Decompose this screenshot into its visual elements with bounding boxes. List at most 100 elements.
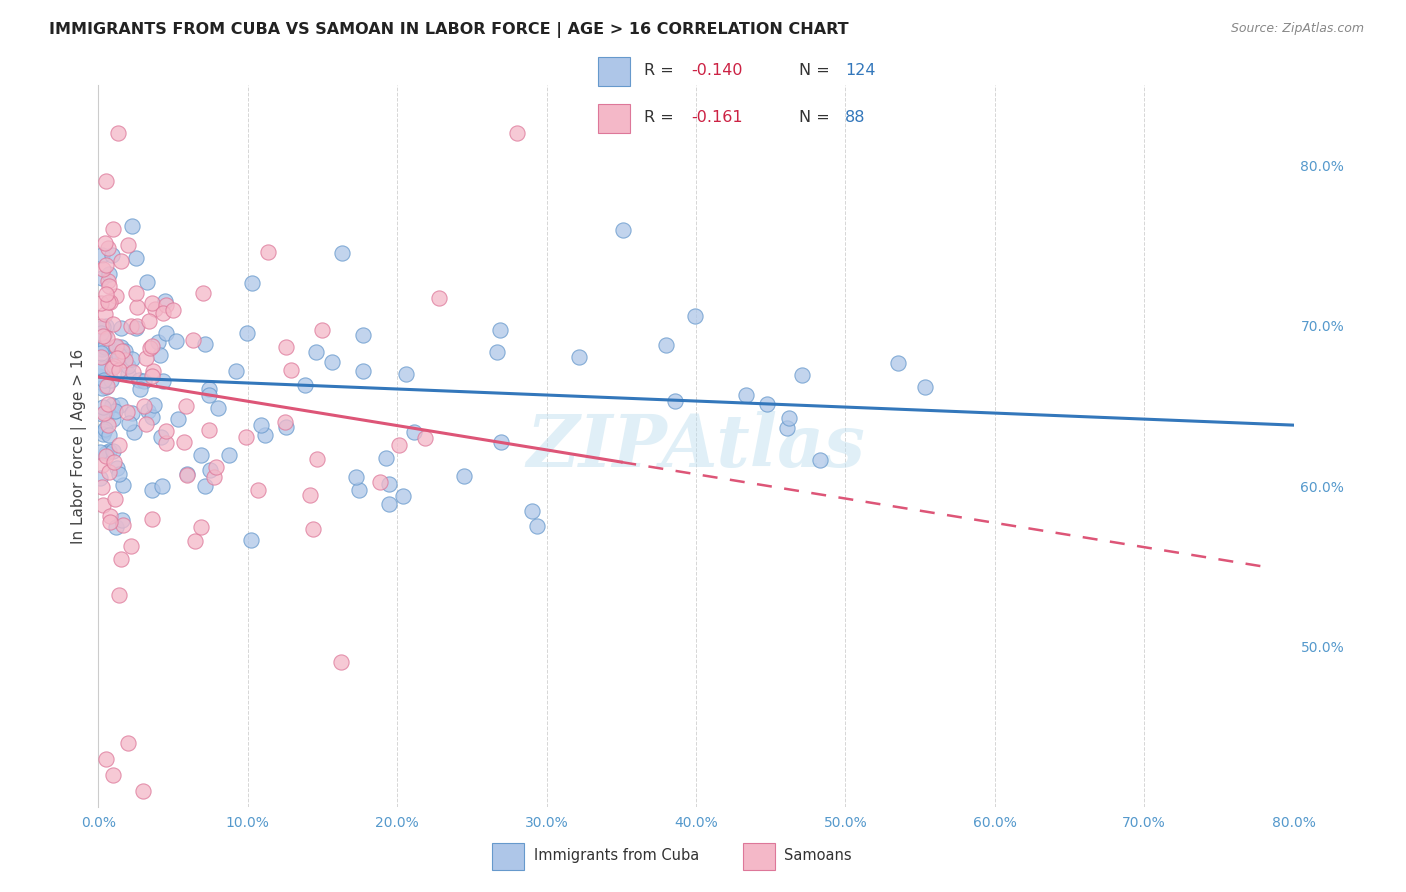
Point xyxy=(100,248,122,262)
Point xyxy=(90,346,112,360)
Point xyxy=(93,373,115,387)
Point xyxy=(225,364,247,378)
Point xyxy=(235,430,257,444)
Point xyxy=(141,511,163,525)
Point xyxy=(107,351,129,366)
Point xyxy=(886,355,908,369)
Point xyxy=(120,539,142,553)
Point xyxy=(108,438,131,452)
Point xyxy=(104,340,127,354)
FancyBboxPatch shape xyxy=(492,843,524,871)
Point xyxy=(103,455,125,469)
Point xyxy=(235,326,257,341)
Text: -0.140: -0.140 xyxy=(692,63,742,78)
Point xyxy=(202,470,225,484)
Point xyxy=(143,302,166,317)
Point xyxy=(97,279,120,293)
Point xyxy=(311,323,333,337)
Point xyxy=(101,360,124,375)
Point xyxy=(91,342,114,356)
Point xyxy=(96,446,118,460)
Point xyxy=(122,425,145,440)
Point xyxy=(101,398,124,412)
Point xyxy=(112,518,135,533)
Point xyxy=(111,344,134,359)
Point xyxy=(107,126,129,140)
Point xyxy=(96,406,118,420)
Point xyxy=(135,351,157,365)
Point xyxy=(108,348,131,362)
Point xyxy=(125,318,148,333)
Point xyxy=(93,422,115,436)
Point xyxy=(142,398,165,412)
Point xyxy=(110,254,132,268)
Point xyxy=(253,427,276,442)
Point xyxy=(114,352,136,367)
Point xyxy=(190,520,212,534)
Point xyxy=(91,400,114,414)
Point xyxy=(91,262,114,277)
Point xyxy=(118,417,141,431)
Point xyxy=(117,736,139,750)
Point xyxy=(136,275,159,289)
Point xyxy=(90,271,112,285)
Point xyxy=(91,499,114,513)
Point xyxy=(191,286,214,301)
Point xyxy=(136,404,159,418)
Point xyxy=(489,434,512,449)
Point xyxy=(90,360,112,375)
Text: -0.161: -0.161 xyxy=(692,111,742,126)
Point xyxy=(174,399,197,413)
Point xyxy=(121,351,143,366)
Point xyxy=(568,350,591,364)
Point xyxy=(105,351,128,366)
Point xyxy=(173,435,195,450)
Text: 88: 88 xyxy=(845,111,866,126)
Point xyxy=(176,467,198,482)
Point xyxy=(756,397,779,411)
Point xyxy=(240,276,263,290)
Point xyxy=(280,363,302,377)
Point xyxy=(103,222,125,236)
Point xyxy=(110,341,132,355)
Point xyxy=(485,345,508,359)
Point xyxy=(734,388,756,402)
Point xyxy=(107,467,129,481)
Point xyxy=(132,399,155,413)
Point xyxy=(98,508,121,523)
Point xyxy=(152,306,174,320)
Point xyxy=(128,382,150,396)
Point xyxy=(124,320,146,334)
Point xyxy=(344,470,367,484)
FancyBboxPatch shape xyxy=(742,843,775,871)
Point xyxy=(93,319,115,334)
Point xyxy=(89,470,111,484)
Point xyxy=(301,522,323,536)
Point xyxy=(141,410,163,425)
Point xyxy=(141,296,163,310)
Point xyxy=(914,380,936,394)
Point xyxy=(153,293,176,308)
Point xyxy=(104,404,127,418)
Point xyxy=(240,533,263,547)
Point xyxy=(198,423,221,437)
Text: N =: N = xyxy=(799,111,839,126)
Point xyxy=(790,368,813,382)
Point xyxy=(96,330,118,344)
Point xyxy=(612,223,634,237)
Point xyxy=(108,589,131,603)
Point xyxy=(91,381,114,395)
Point xyxy=(149,348,172,362)
Point xyxy=(107,363,129,377)
FancyBboxPatch shape xyxy=(598,104,630,133)
Point xyxy=(127,300,149,314)
Point xyxy=(305,452,328,467)
Point xyxy=(256,244,278,259)
Point xyxy=(155,326,177,340)
Text: Samoans: Samoans xyxy=(785,848,852,863)
Point xyxy=(125,286,148,301)
Point xyxy=(427,291,450,305)
Point xyxy=(198,382,221,396)
Point xyxy=(250,418,273,433)
Point xyxy=(162,302,184,317)
